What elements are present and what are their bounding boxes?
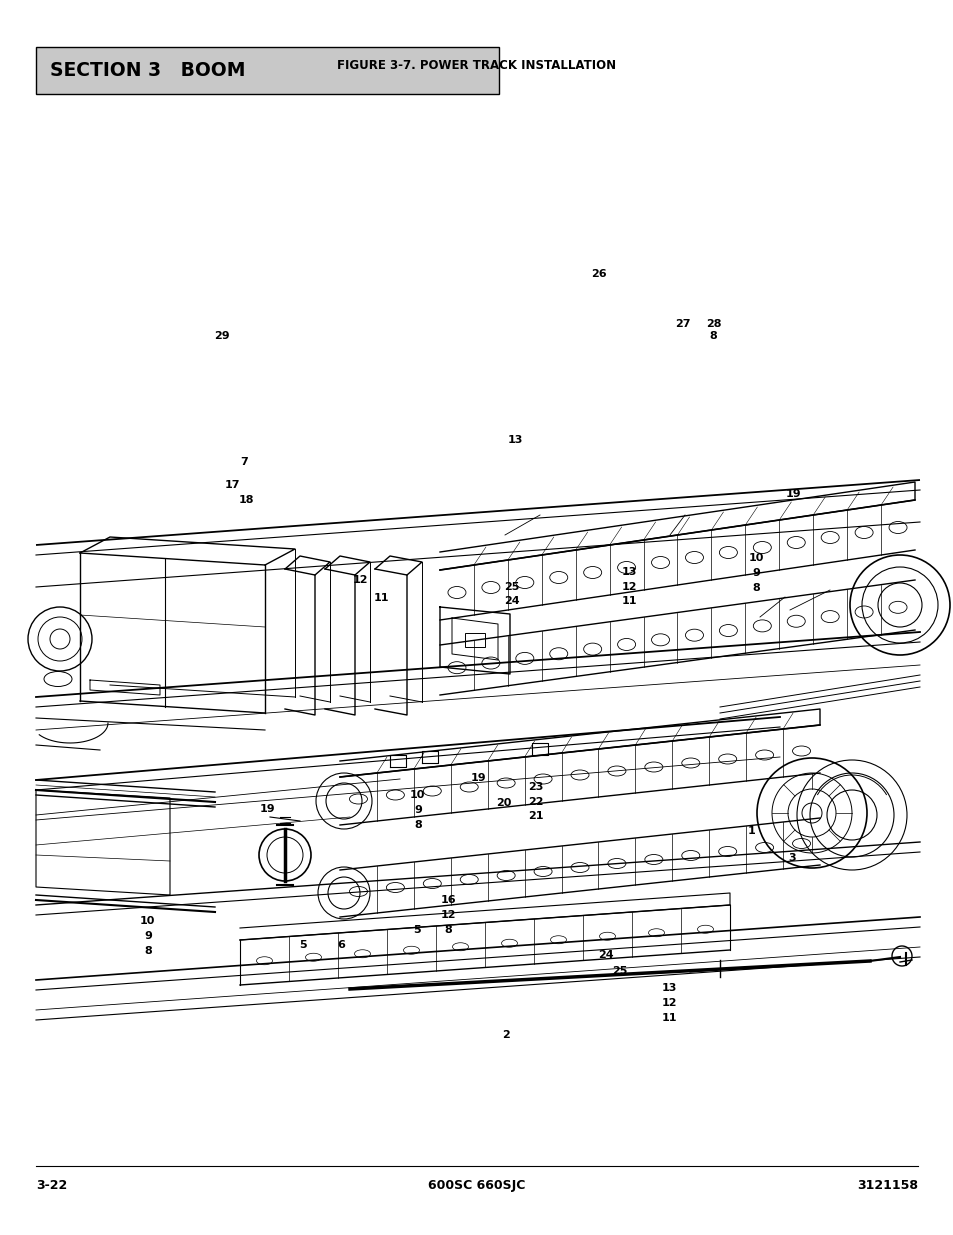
Text: 18: 18 xyxy=(238,495,253,505)
Text: 7: 7 xyxy=(240,457,248,467)
Text: 27: 27 xyxy=(675,319,690,329)
Text: 25: 25 xyxy=(612,966,627,976)
Text: 6: 6 xyxy=(337,940,345,950)
Text: 23: 23 xyxy=(528,782,543,792)
Text: 17: 17 xyxy=(225,480,240,490)
Text: 11: 11 xyxy=(621,597,637,606)
Text: 9: 9 xyxy=(752,568,760,578)
Text: 13: 13 xyxy=(661,983,677,993)
Text: 19: 19 xyxy=(785,489,801,499)
Bar xyxy=(464,634,484,647)
Text: 5: 5 xyxy=(413,925,420,935)
Text: 10: 10 xyxy=(748,553,763,563)
Text: 28: 28 xyxy=(705,319,720,329)
Text: 8: 8 xyxy=(144,946,152,956)
Text: 1: 1 xyxy=(747,826,755,836)
Text: 12: 12 xyxy=(621,582,637,592)
Text: 19: 19 xyxy=(471,773,486,783)
Text: 11: 11 xyxy=(374,593,389,603)
Text: 8: 8 xyxy=(752,583,760,593)
Text: 12: 12 xyxy=(353,576,368,585)
Text: 25: 25 xyxy=(504,582,519,592)
Text: 600SC 660SJC: 600SC 660SJC xyxy=(428,1179,525,1192)
Text: 20: 20 xyxy=(496,798,511,808)
Text: 8: 8 xyxy=(414,820,421,830)
Text: 11: 11 xyxy=(661,1013,677,1023)
Text: 10: 10 xyxy=(410,790,425,800)
Text: 3-22: 3-22 xyxy=(36,1179,68,1192)
Text: 9: 9 xyxy=(414,805,421,815)
Text: 8: 8 xyxy=(709,331,717,341)
Text: 16: 16 xyxy=(440,895,456,905)
Text: 10: 10 xyxy=(140,916,155,926)
Text: 12: 12 xyxy=(661,998,677,1008)
Text: 3: 3 xyxy=(787,853,795,863)
Text: 5: 5 xyxy=(299,940,307,950)
Text: 22: 22 xyxy=(528,797,543,806)
Text: 9: 9 xyxy=(144,931,152,941)
Text: 24: 24 xyxy=(504,597,519,606)
Text: 26: 26 xyxy=(591,269,606,279)
Text: 2: 2 xyxy=(501,1030,509,1040)
Text: 29: 29 xyxy=(214,331,230,341)
Text: 12: 12 xyxy=(440,910,456,920)
Text: 13: 13 xyxy=(507,435,522,445)
Text: SECTION 3   BOOM: SECTION 3 BOOM xyxy=(51,61,246,80)
Text: 24: 24 xyxy=(598,950,613,960)
Text: 19: 19 xyxy=(259,804,274,814)
Text: 13: 13 xyxy=(621,567,637,577)
Text: 3121158: 3121158 xyxy=(856,1179,917,1192)
Text: 21: 21 xyxy=(528,811,543,821)
Text: FIGURE 3-7. POWER TRACK INSTALLATION: FIGURE 3-7. POWER TRACK INSTALLATION xyxy=(337,59,616,72)
Bar xyxy=(36,47,498,94)
Text: 8: 8 xyxy=(444,925,452,935)
